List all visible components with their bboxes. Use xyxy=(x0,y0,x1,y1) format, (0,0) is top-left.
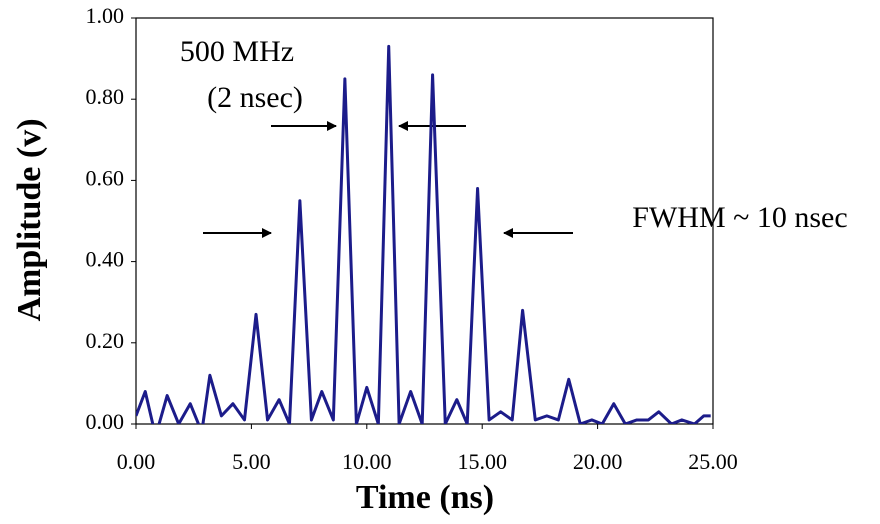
y-axis-title: Amplitude (v) xyxy=(11,118,48,321)
y-tick-label: 1.00 xyxy=(86,3,125,28)
y-tick-label: 0.80 xyxy=(86,84,125,109)
signal-line xyxy=(136,44,711,424)
plot-frame xyxy=(135,17,714,425)
x-tick-label: 5.00 xyxy=(232,449,271,474)
y-tick-label: 0.40 xyxy=(86,247,125,272)
arrows xyxy=(203,121,573,238)
x-axis-title: Time (ns) xyxy=(356,479,494,516)
y-tick-label: 0.60 xyxy=(86,165,125,190)
y-tick-label: 0.00 xyxy=(86,409,125,434)
y-tick-label: 0.20 xyxy=(86,328,125,353)
annotation: (2 nsec) xyxy=(207,81,303,114)
x-tick-label: 15.00 xyxy=(457,449,507,474)
plot-area xyxy=(136,44,711,424)
annotation: FWHM ~ 10 nsec xyxy=(632,201,847,234)
x-tick-label: 0.00 xyxy=(117,449,156,474)
x-tick-label: 25.00 xyxy=(688,449,738,474)
annotation: 500 MHz xyxy=(180,35,294,68)
x-tick-label: 10.00 xyxy=(342,449,392,474)
x-tick-label: 20.00 xyxy=(573,449,623,474)
